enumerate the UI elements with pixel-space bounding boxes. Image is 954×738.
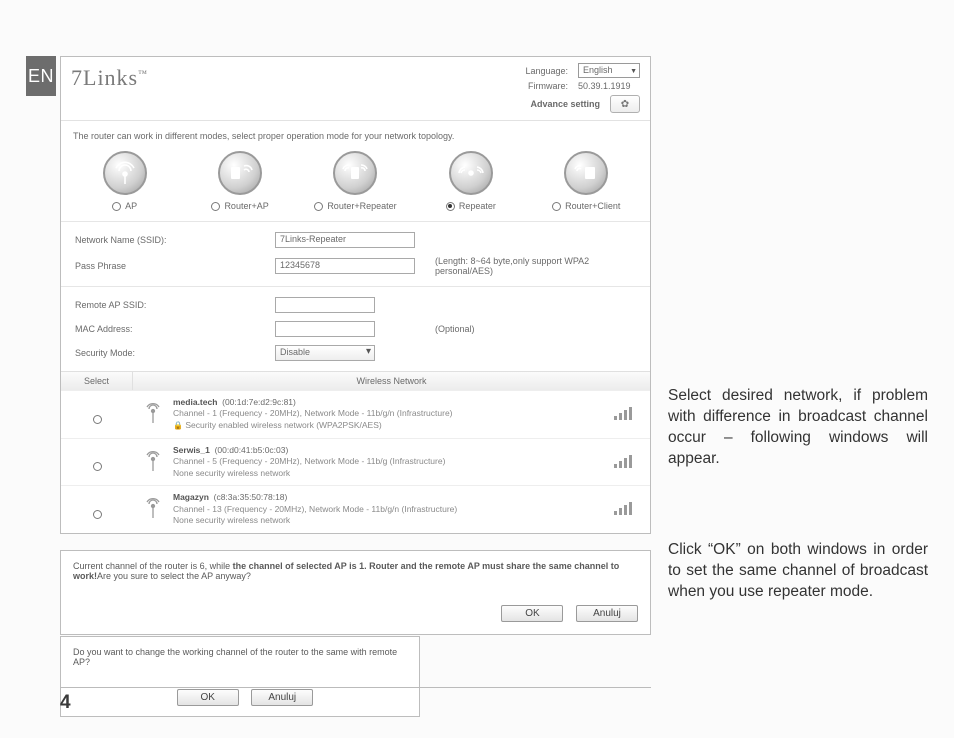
mode-label-router-client: Router+Client xyxy=(565,201,620,211)
network-row: media.tech (00:1d:7e:d2:9c:81)Channel - … xyxy=(61,390,650,438)
network-row: Magazyn (c8:3a:35:50:78:18)Channel - 13 … xyxy=(61,485,650,532)
col-network: Wireless Network xyxy=(133,372,650,390)
col-select: Select xyxy=(61,372,133,390)
dialog1-text-p2: Are you sure to select the AP anyway? xyxy=(97,571,251,581)
network-select-radio[interactable] xyxy=(93,462,102,471)
language-label: Language: xyxy=(478,66,568,76)
mode-label-router-ap: Router+AP xyxy=(224,201,268,211)
header-info: Language: English Firmware: 50.39.1.1919… xyxy=(478,63,640,116)
gear-icon: ✿ xyxy=(621,99,629,110)
radio-router-repeater[interactable] xyxy=(314,202,323,211)
language-badge: EN xyxy=(26,56,56,96)
router-client-icon xyxy=(564,151,608,195)
network-table-header: Select Wireless Network xyxy=(61,371,650,390)
mode-label-repeater: Repeater xyxy=(459,201,496,211)
language-select[interactable]: English xyxy=(578,63,640,78)
ap-icon xyxy=(103,151,147,195)
mode-label-ap: AP xyxy=(125,201,137,211)
channel-mismatch-dialog: Current channel of the router is 6, whil… xyxy=(60,550,651,635)
network-select-radio[interactable] xyxy=(93,510,102,519)
mode-label-router-repeater: Router+Repeater xyxy=(327,201,396,211)
radio-repeater[interactable] xyxy=(446,202,455,211)
remote-ssid-input[interactable] xyxy=(275,297,375,313)
network-row: Serwis_1 (00:d0:41:b5:0c:03)Channel - 5 … xyxy=(61,438,650,485)
brand-text: 7Links xyxy=(71,65,138,90)
signal-bars-icon xyxy=(600,501,650,517)
ssid-input[interactable]: 7Links-Repeater xyxy=(275,232,415,248)
mac-input[interactable] xyxy=(275,321,375,337)
dialog1-cancel-button[interactable]: Anuluj xyxy=(576,605,638,622)
security-mode-label: Security Mode: xyxy=(75,348,275,358)
network-table-body: media.tech (00:1d:7e:d2:9c:81)Channel - … xyxy=(61,390,650,533)
radio-router-ap[interactable] xyxy=(211,202,220,211)
advance-setting-button[interactable]: ✿ xyxy=(610,95,640,113)
page: EN 7Links™ Language: English Firmware: 5… xyxy=(0,0,954,738)
lock-icon: 🔒 xyxy=(173,421,183,430)
mode-ap[interactable]: AP xyxy=(71,151,179,211)
instruction-text-2: Click “OK” on both windows in order to s… xyxy=(668,540,928,603)
dialog2-text: Do you want to change the working channe… xyxy=(73,647,407,667)
security-mode-select[interactable]: Disable xyxy=(275,345,375,361)
repeater-icon xyxy=(449,151,493,195)
brand-logo: 7Links™ xyxy=(71,63,478,91)
ssid-label: Network Name (SSID): xyxy=(75,235,275,245)
mode-router-client[interactable]: Router+Client xyxy=(532,151,640,211)
firmware-label: Firmware: xyxy=(478,81,568,91)
network-info: Serwis_1 (00:d0:41:b5:0c:03)Channel - 5 … xyxy=(173,445,600,479)
router-ap-icon xyxy=(218,151,262,195)
router-config-panel: 7Links™ Language: English Firmware: 50.3… xyxy=(60,56,651,534)
remote-ap-settings: Remote AP SSID: MAC Address: (Optional) … xyxy=(61,286,650,371)
page-number: 4 xyxy=(60,687,651,714)
dialog1-text-p1: Current channel of the router is 6, whil… xyxy=(73,561,233,571)
mac-label: MAC Address: xyxy=(75,324,275,334)
network-info: Magazyn (c8:3a:35:50:78:18)Channel - 13 … xyxy=(173,492,600,526)
wifi-icon xyxy=(133,401,173,427)
passphrase-hint: (Length: 8~64 byte,only support WPA2 per… xyxy=(435,256,636,276)
panel-header: 7Links™ Language: English Firmware: 50.3… xyxy=(61,57,650,121)
remote-ssid-label: Remote AP SSID: xyxy=(75,300,275,310)
dialog1-ok-button[interactable]: OK xyxy=(501,605,563,622)
mac-hint: (Optional) xyxy=(435,324,636,334)
signal-bars-icon xyxy=(600,454,650,470)
advance-setting-label: Advance setting xyxy=(510,99,600,109)
passphrase-input[interactable]: 12345678 xyxy=(275,258,415,274)
passphrase-label: Pass Phrase xyxy=(75,261,275,271)
network-select-radio[interactable] xyxy=(93,415,102,424)
mode-router-ap[interactable]: Router+AP xyxy=(186,151,294,211)
mode-router-repeater[interactable]: Router+Repeater xyxy=(301,151,409,211)
mode-selector: AP Router+AP Router+Repeater xyxy=(61,147,650,221)
wifi-icon xyxy=(133,496,173,522)
mode-repeater[interactable]: Repeater xyxy=(417,151,525,211)
firmware-value: 50.39.1.1919 xyxy=(578,81,640,91)
radio-ap[interactable] xyxy=(112,202,121,211)
signal-bars-icon xyxy=(600,406,650,422)
router-repeater-icon xyxy=(333,151,377,195)
instruction-text-1: Select desired network, if prob­lem with… xyxy=(668,386,928,470)
radio-router-client[interactable] xyxy=(552,202,561,211)
wifi-icon xyxy=(133,449,173,475)
network-info: media.tech (00:1d:7e:d2:9c:81)Channel - … xyxy=(173,397,600,432)
dialog1-text: Current channel of the router is 6, whil… xyxy=(73,561,638,581)
ssid-settings: Network Name (SSID): 7Links-Repeater Pas… xyxy=(61,221,650,286)
intro-text: The router can work in different modes, … xyxy=(61,121,650,147)
